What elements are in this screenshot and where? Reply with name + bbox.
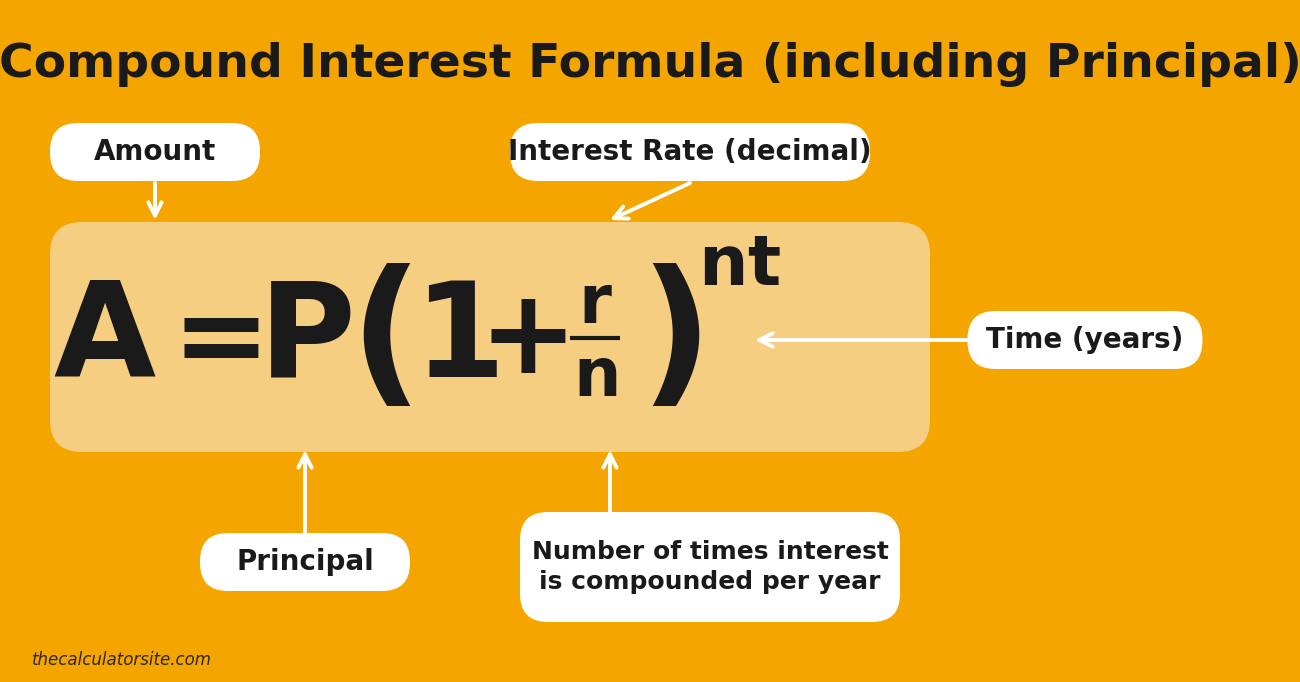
Text: thecalculatorsite.com: thecalculatorsite.com bbox=[32, 651, 212, 669]
Text: Time (years): Time (years) bbox=[987, 326, 1184, 354]
Text: $\mathbf{+}$: $\mathbf{+}$ bbox=[478, 282, 567, 398]
Text: Number of times interest
is compounded per year: Number of times interest is compounded p… bbox=[532, 540, 888, 594]
FancyBboxPatch shape bbox=[520, 512, 900, 622]
FancyBboxPatch shape bbox=[49, 123, 260, 181]
Text: Interest Rate (decimal): Interest Rate (decimal) bbox=[508, 138, 872, 166]
FancyBboxPatch shape bbox=[200, 533, 410, 591]
Text: $\mathbf{nt}$: $\mathbf{nt}$ bbox=[698, 231, 781, 299]
FancyBboxPatch shape bbox=[967, 311, 1202, 369]
Text: Amount: Amount bbox=[94, 138, 216, 166]
Text: $\mathbf{)}$: $\mathbf{)}$ bbox=[640, 263, 701, 417]
Text: $\mathbf{(}$: $\mathbf{(}$ bbox=[348, 263, 411, 417]
FancyBboxPatch shape bbox=[49, 222, 929, 452]
FancyBboxPatch shape bbox=[510, 123, 870, 181]
Text: Compound Interest Formula (including Principal): Compound Interest Formula (including Pri… bbox=[0, 42, 1300, 87]
Text: $\mathbf{=}$: $\mathbf{=}$ bbox=[150, 282, 261, 398]
Text: $\mathbf{n}$: $\mathbf{n}$ bbox=[573, 344, 617, 410]
Text: $\mathbf{A}$: $\mathbf{A}$ bbox=[53, 276, 157, 404]
Text: $\mathbf{1}$: $\mathbf{1}$ bbox=[412, 276, 498, 404]
Text: $\mathbf{r}$: $\mathbf{r}$ bbox=[577, 271, 612, 337]
Text: $\mathbf{P}$: $\mathbf{P}$ bbox=[259, 276, 352, 404]
Text: Principal: Principal bbox=[237, 548, 374, 576]
